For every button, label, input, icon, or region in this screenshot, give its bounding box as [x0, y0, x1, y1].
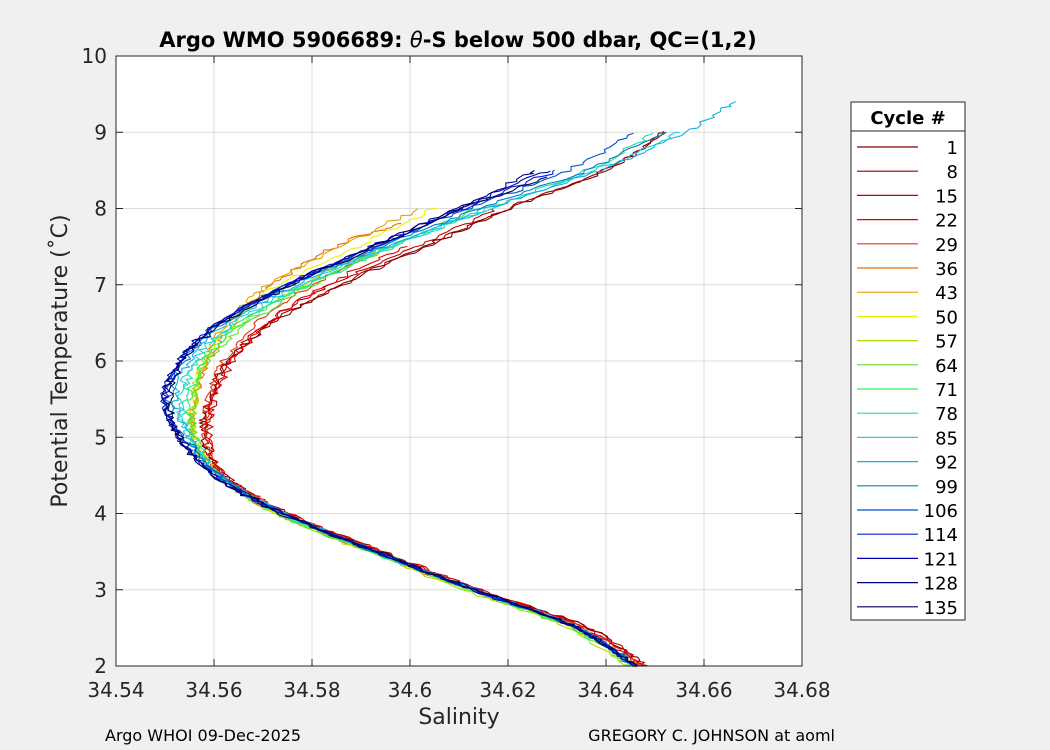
footer-right: GREGORY C. JOHNSON at aoml	[588, 726, 835, 745]
legend-label: 36	[935, 259, 958, 280]
footer-left: Argo WHOI 09-Dec-2025	[105, 726, 301, 745]
legend-label: 15	[935, 186, 958, 207]
legend-label: 121	[924, 549, 958, 570]
x-tick-label: 34.54	[87, 678, 144, 702]
legend-label: 57	[935, 332, 958, 353]
legend-label: 92	[935, 453, 958, 474]
x-tick-label: 34.64	[577, 678, 634, 702]
legend: Cycle # 18152229364350576471788592991061…	[850, 101, 966, 621]
x-tick-label: 34.58	[283, 678, 340, 702]
legend-label: 78	[935, 404, 958, 425]
x-axis-label: Salinity	[418, 705, 499, 730]
legend-label: 71	[935, 380, 958, 401]
legend-label: 50	[935, 307, 958, 328]
x-tick-label: 34.6	[388, 678, 433, 702]
y-tick-label: 10	[82, 44, 107, 68]
legend-label: 106	[924, 501, 958, 522]
x-tick-label: 34.62	[479, 678, 536, 702]
y-tick-label: 8	[94, 197, 107, 221]
y-axis-label: Potential Temperature (˚C)	[48, 214, 73, 507]
chart-title: Argo WMO 5906689: θ-S below 500 dbar, QC…	[159, 28, 756, 52]
legend-title: Cycle #	[870, 108, 945, 129]
y-tick-label: 5	[94, 425, 107, 449]
y-tick-label: 9	[94, 120, 107, 144]
legend-label: 43	[935, 283, 958, 304]
legend-label: 1	[947, 138, 958, 159]
legend-label: 64	[935, 356, 958, 377]
series-line-cycle-128	[161, 170, 637, 667]
y-tick-label: 7	[94, 273, 107, 297]
y-tick-label: 3	[94, 578, 107, 602]
y-tick-label: 2	[94, 654, 107, 678]
legend-label: 85	[935, 428, 958, 449]
series-line-cycle-135	[165, 176, 639, 667]
x-tick-label: 34.66	[675, 678, 732, 702]
legend-label: 22	[935, 211, 958, 232]
legend-label: 99	[935, 477, 958, 498]
x-tick-label: 34.68	[773, 678, 830, 702]
legend-items: 1 8 15 22 29 36 43 50 57 64 71 78 85 92 99 106 114 121 128…	[857, 138, 958, 619]
series-lines	[160, 101, 736, 668]
legend-label: 135	[924, 598, 958, 619]
y-tick-label: 6	[94, 349, 107, 373]
x-tick-label: 34.56	[185, 678, 242, 702]
axis-ticks: 34.54 34.56 34.58 34.6 34.62 34.64 34.66 34.68 2…	[82, 44, 831, 702]
series-line-cycle-71	[184, 208, 630, 667]
legend-label: 114	[924, 525, 958, 546]
legend-label: 8	[947, 162, 958, 183]
legend-label: 128	[924, 574, 958, 595]
y-tick-label: 4	[94, 502, 107, 526]
legend-label: 29	[935, 235, 958, 256]
